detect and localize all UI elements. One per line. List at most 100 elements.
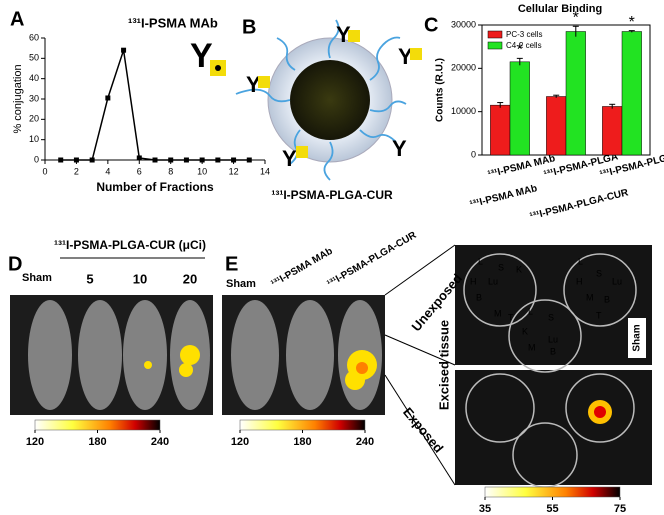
- colorbar-label: 35: [479, 503, 491, 515]
- organ-label: L: [478, 256, 483, 266]
- bar: [509, 61, 530, 156]
- organ-label: S: [596, 268, 602, 278]
- bar: [602, 106, 623, 156]
- x-tick-label: 0: [42, 166, 47, 176]
- organ-label: B: [550, 346, 556, 356]
- x-tick-label: 6: [137, 166, 142, 176]
- organ-label: T: [508, 312, 514, 322]
- organ-label: M: [494, 308, 502, 318]
- x-tick-label: 4: [105, 166, 110, 176]
- colorbar-label: 180: [88, 436, 106, 448]
- panel-letter: B: [242, 16, 256, 38]
- x-tick-label: 10: [197, 166, 207, 176]
- organ-label: L: [578, 256, 583, 266]
- nanoparticle-diagram: Y Y Y Y Y: [235, 19, 422, 181]
- organ-label: M: [586, 292, 594, 302]
- mouse-label: Sham: [22, 272, 52, 284]
- y-tick-label: 30000: [451, 19, 476, 29]
- legend-label: PC-3 cells: [506, 30, 542, 39]
- organ-label: L: [528, 306, 533, 316]
- organ-label: H: [576, 276, 583, 286]
- y-tick-label: 0: [34, 154, 39, 164]
- data-point: [136, 155, 142, 161]
- panel-letter: C: [424, 14, 438, 36]
- colorbar-label: 75: [614, 503, 626, 515]
- tissue-title: Excised tissue: [436, 320, 451, 410]
- organ-label: H: [470, 276, 477, 286]
- bar: [565, 31, 586, 156]
- x-tick-label: 2: [74, 166, 79, 176]
- y-tick-label: 20: [29, 114, 39, 124]
- colorbar-label: 240: [151, 436, 169, 448]
- data-point: [121, 47, 127, 53]
- colorbar: [239, 419, 366, 431]
- y-tick-label: 20000: [451, 63, 476, 73]
- bar: [621, 31, 642, 156]
- y-axis-label: % conjugation: [12, 64, 24, 133]
- data-point: [73, 157, 79, 163]
- data-point: [215, 157, 221, 163]
- mouse-label: ¹³¹I-PSMA MAb: [269, 246, 334, 290]
- colorbar-label: 120: [26, 436, 44, 448]
- panel-letter: D: [8, 253, 22, 275]
- svg-text:Y: Y: [398, 44, 413, 69]
- organ-label: Lu: [548, 334, 558, 344]
- y-tick-label: 0: [471, 149, 476, 159]
- organ-label: K: [522, 326, 528, 336]
- x-tick-label: 14: [260, 166, 270, 176]
- data-point: [183, 157, 189, 163]
- bar: [490, 104, 511, 156]
- data-point: [58, 157, 64, 163]
- data-point: [105, 95, 111, 101]
- mouse-label: Sham: [226, 278, 256, 290]
- organ-label: Lu: [612, 276, 622, 286]
- colorbar-label: 120: [231, 436, 249, 448]
- data-point: [199, 157, 205, 163]
- y-tick-label: 10000: [451, 106, 476, 116]
- tissue-state: Exposed: [400, 404, 446, 455]
- diagram-label: ¹³¹I-PSMA-PLGA-CUR: [271, 188, 393, 202]
- sham-tag: [628, 318, 646, 358]
- x-tick-label: 12: [229, 166, 239, 176]
- panel-letter: A: [10, 8, 24, 30]
- bar: [546, 96, 567, 156]
- data-point: [152, 157, 158, 163]
- antibody-icon: Y: [190, 37, 226, 76]
- svg-text:Y: Y: [190, 37, 213, 75]
- legend-label: C4-2 cells: [506, 41, 542, 50]
- mouse-label: 20: [183, 271, 197, 286]
- sham-label: Sham: [632, 324, 643, 351]
- mouse-label: 5: [86, 271, 93, 286]
- y-tick-label: 50: [29, 53, 39, 63]
- sample-label: ¹³¹I-PSMA MAb: [469, 183, 539, 210]
- y-tick-label: 40: [29, 73, 39, 83]
- svg-text:Y: Y: [282, 146, 297, 171]
- colorbar: [484, 486, 621, 498]
- y-tick-label: 30: [29, 93, 39, 103]
- organ-label: S: [548, 312, 554, 322]
- y-axis-label: Counts (R.U.): [435, 58, 446, 122]
- organ-label: Lu: [488, 276, 498, 286]
- svg-text:Y: Y: [392, 136, 407, 161]
- annotation: *: [573, 10, 579, 27]
- mouse-images: [10, 244, 652, 488]
- organ-label: B: [604, 294, 610, 304]
- organ-label: K: [516, 264, 522, 274]
- organ-label: B: [476, 292, 482, 302]
- legend-swatch: [487, 41, 503, 50]
- annotation: *: [629, 14, 635, 31]
- colorbar-label: 240: [356, 436, 374, 448]
- dose-header: ¹³¹I-PSMA-PLGA-CUR (μCi): [54, 238, 206, 252]
- data-point: [89, 157, 95, 163]
- sample-label: ¹³¹I-PSMA-PLGA-CUR: [529, 187, 631, 222]
- organ-label: S: [498, 262, 504, 272]
- y-tick-label: 60: [29, 32, 39, 42]
- panel-letter: E: [225, 253, 238, 275]
- organ-label: M: [528, 342, 536, 352]
- x-tick-label: 8: [168, 166, 173, 176]
- legend-swatch: [487, 30, 503, 39]
- colorbar: [34, 419, 161, 431]
- y-tick-label: 10: [29, 134, 39, 144]
- data-point: [168, 157, 174, 163]
